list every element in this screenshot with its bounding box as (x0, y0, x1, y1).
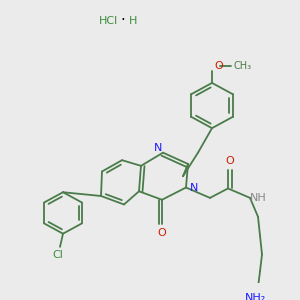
Text: Cl: Cl (52, 250, 63, 260)
Text: HCl: HCl (98, 16, 118, 26)
Text: O: O (214, 61, 223, 71)
Text: N: N (154, 143, 162, 153)
Text: H: H (129, 16, 137, 26)
Text: CH₃: CH₃ (233, 61, 251, 71)
Text: O: O (158, 228, 166, 238)
Text: N: N (190, 182, 198, 193)
Text: O: O (226, 156, 234, 166)
Text: ·: · (121, 13, 125, 28)
Text: NH: NH (250, 193, 266, 203)
Text: NH₂: NH₂ (245, 293, 267, 300)
